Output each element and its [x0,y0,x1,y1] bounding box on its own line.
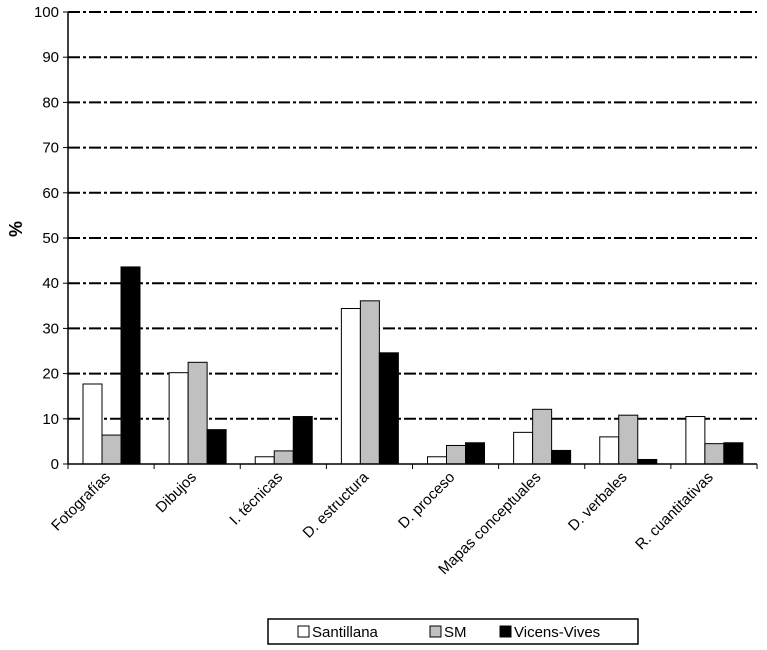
legend-swatch [297,625,310,638]
legend-label: Vicens-Vives [514,624,600,641]
x-category-label: Dibujos [153,469,200,516]
grid-lines [68,11,757,420]
legend-swatch [429,625,442,638]
bar-vicens-vives [465,442,485,465]
bar-santillana [340,308,361,465]
bars [82,266,744,465]
x-category-label: R. cuantitativas [632,469,717,554]
bar-sm [187,361,208,465]
y-tick-label: 90 [42,49,59,66]
x-category-label: D. proceso [395,469,458,532]
legend-box [267,618,639,645]
axes [67,12,758,469]
legend-label: SM [444,624,467,641]
bar-vicens-vives [378,352,399,465]
legend-swatch [499,625,512,638]
bar-sm [273,450,294,465]
bar-vicens-vives [292,416,313,465]
bar-sm [618,414,639,465]
y-tick-label: 100 [34,4,59,21]
bar-santillana [513,431,534,465]
y-tick-label: 80 [42,94,59,111]
bar-vicens-vives [120,266,141,465]
bar-sm [359,300,380,465]
bar-santillana [168,372,189,465]
y-tick-label: 10 [42,411,59,428]
y-tick-label: 20 [42,366,59,383]
bar-vicens-vives [723,442,744,465]
x-category-label: Fotografías [48,469,114,535]
bar-santillana [685,416,706,465]
x-category-label: D. verbales [565,469,631,535]
y-tick-label: 60 [42,185,59,202]
bar-sm [532,408,553,465]
y-axis-label: % [6,221,26,237]
legend: Santillana SM Vicens-Vives [267,618,639,645]
bar-santillana [427,456,447,465]
bar-santillana [254,456,275,465]
legend-label: Santillana [312,624,379,641]
y-tick-label: 40 [42,275,59,292]
bar-santillana [82,383,103,465]
bar-sm [101,434,122,465]
y-tick-label: 50 [42,230,59,247]
bar-sm [446,444,466,465]
bar-vicens-vives [551,449,572,465]
category-labels: Fotografías Dibujos I. técnicas D. estructu… [48,468,717,578]
x-category-label: D. estructura [300,468,373,541]
y-axis-ticks: 0 10 20 30 40 50 60 70 80 90 100 [34,4,68,473]
bar-vicens-vives [206,429,227,465]
bar-sm [704,443,725,465]
bar-santillana [599,436,620,465]
x-category-label: I. técnicas [226,469,286,529]
y-tick-label: 70 [42,140,59,157]
y-tick-label: 30 [42,320,59,337]
y-tick-label: 0 [51,456,59,473]
